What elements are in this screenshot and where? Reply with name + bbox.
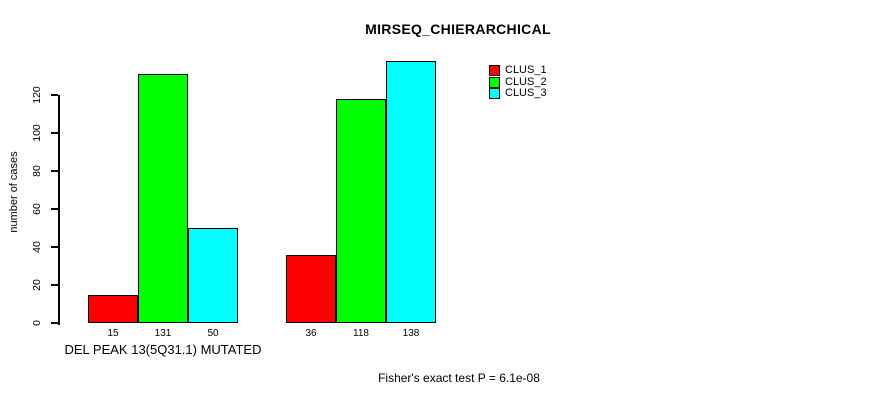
- y-tick-20: [51, 284, 58, 286]
- bar-value-label-clus_2-group2: 118: [353, 328, 369, 339]
- bar-clus_3-group2: [386, 60, 436, 323]
- bar-clus_3-group1: [188, 228, 238, 323]
- y-axis-label: number of cases: [8, 151, 20, 233]
- y-tick-40: [51, 246, 58, 248]
- legend-label-clus_2: CLUS_2: [505, 75, 547, 88]
- y-tick-label-80: 80: [31, 165, 43, 177]
- y-tick-label-0: 0: [31, 320, 43, 326]
- y-axis-line: [58, 95, 60, 325]
- y-tick-100: [51, 132, 58, 134]
- legend-label-clus_3: CLUS_3: [505, 87, 547, 99]
- bar-clus_2-group2: [336, 98, 386, 323]
- y-tick-label-60: 60: [31, 203, 43, 215]
- bar-clus_1-group1: [88, 294, 138, 323]
- y-tick-80: [51, 170, 58, 172]
- y-tick-0: [51, 322, 58, 324]
- y-tick-label-40: 40: [31, 241, 43, 253]
- y-tick-label-120: 120: [31, 86, 43, 104]
- group1-category-label: DEL PEAK 13(5Q31.1) MUTATED: [64, 342, 262, 357]
- legend-swatch-clus_1: [489, 65, 500, 76]
- bar-value-label-clus_1-group1: 15: [107, 328, 119, 339]
- y-tick-120: [51, 94, 58, 96]
- chart-title: MIRSEQ_CHIERARCHICAL: [365, 21, 551, 37]
- bar-value-label-clus_3-group2: 138: [402, 328, 420, 339]
- y-tick-label-20: 20: [31, 279, 43, 291]
- y-tick-label-100: 100: [31, 124, 43, 142]
- y-tick-60: [51, 208, 58, 210]
- bar-value-label-clus_3-group1: 50: [207, 328, 219, 339]
- bar-value-label-clus_1-group2: 36: [305, 328, 317, 339]
- legend-swatch-clus_2: [489, 76, 500, 88]
- fisher-test-footnote: Fisher's exact test P = 6.1e-08: [378, 371, 540, 385]
- bar-clus_2-group1: [138, 74, 188, 323]
- bar-value-label-clus_2-group1: 131: [154, 328, 172, 339]
- legend-label-clus_1: CLUS_1: [505, 64, 547, 76]
- legend-swatch-clus_3: [489, 88, 500, 99]
- bar-clus_1-group2: [286, 254, 336, 323]
